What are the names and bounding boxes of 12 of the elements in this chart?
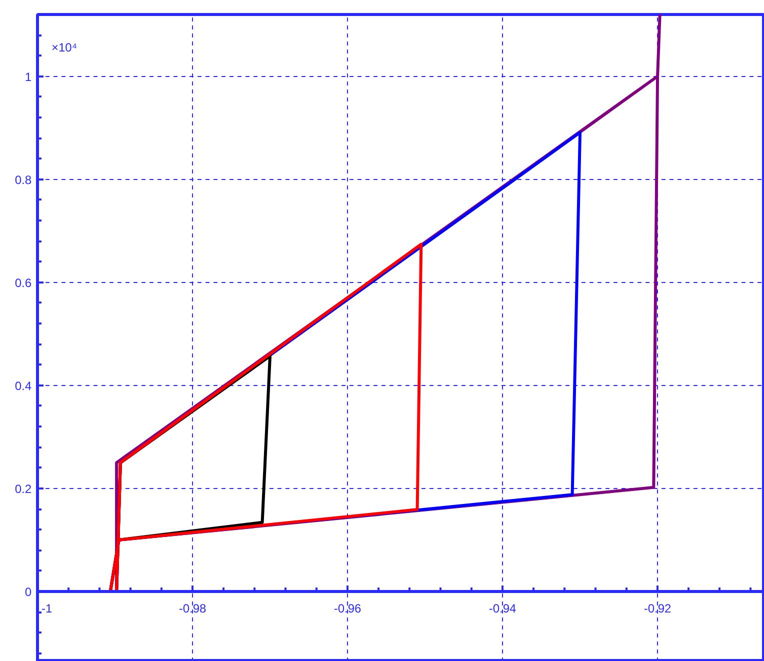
y-tick-label: 0.4 [14, 378, 32, 393]
x-tick-label: -0.96 [334, 601, 362, 616]
x-tick-label: -0.94 [488, 601, 517, 616]
annotation: ×10⁴ [52, 40, 78, 54]
y-tick-label: 0 [24, 584, 32, 599]
y-tick-label: 0.2 [14, 482, 32, 496]
y-tick-label: 0.8 [14, 172, 32, 187]
y-tick-label: 1 [24, 70, 32, 84]
x-tick-label: -1 [42, 601, 52, 616]
x-tick-label: -0.92 [644, 601, 672, 616]
x-tick-label: -0.98 [178, 601, 207, 616]
y-tick-label: 0.6 [14, 276, 32, 290]
